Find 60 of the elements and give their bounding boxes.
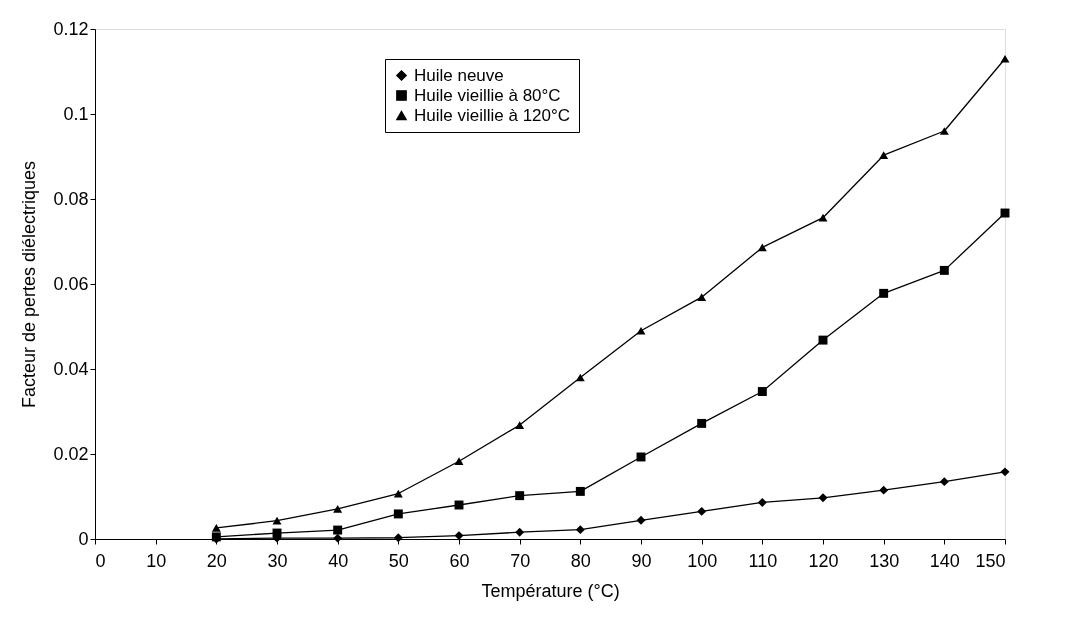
point [333,525,343,535]
legend-label: Huile vieillie à 80°C [414,85,561,105]
x-tick-label: 40 [328,550,349,571]
point [636,326,646,335]
point [636,515,646,525]
point [757,387,767,396]
x-tick-label: 0 [95,550,106,571]
point [575,486,585,496]
x-tick-label: 130 [869,550,900,571]
x-tick-label: 60 [449,550,470,571]
point [575,525,585,535]
x-tick-label: 120 [808,550,839,571]
point [818,213,828,222]
point [757,243,767,252]
y-tick-label: 0.12 [53,18,89,39]
y-tick-label: 0.1 [63,103,89,124]
point [697,418,707,428]
y-tick-label: 0.08 [53,188,89,209]
y-tick-label: 0.02 [53,443,89,464]
point [697,293,707,302]
x-tick-label: 90 [631,550,652,571]
y-tick-label: 0.04 [53,358,89,379]
x-axis-title: Température (°C) [481,580,620,601]
x-tick-label: 70 [510,550,531,571]
x-tick-label: 20 [206,550,227,571]
legend-label: Huile vieillie à 120°C [414,105,571,125]
point [393,533,403,543]
point [515,421,525,429]
x-tick-label: 140 [929,550,960,571]
point [515,527,525,537]
x-tick-label: 80 [570,550,591,571]
point [818,493,828,503]
y-axis-title: Facteur de pertes diélectriques [19,160,40,409]
x-tick-label: 30 [267,550,288,571]
point [454,457,464,466]
y-tick-label: 0 [78,528,89,549]
point [333,533,343,543]
point [1000,54,1010,63]
point [757,497,767,507]
point [333,504,343,513]
y-tick-label: 0.06 [53,273,89,294]
point [515,491,525,501]
x-tick-label: 150 [975,550,1006,571]
x-tick-label: 100 [687,550,718,571]
point [939,477,949,487]
point [1000,467,1010,477]
x-tick-label: 50 [388,550,409,571]
point [879,151,889,160]
point [879,485,889,495]
x-tick-label: 110 [748,550,778,571]
point [393,509,403,519]
point [939,127,949,135]
point [818,335,828,345]
point [211,524,221,532]
point [697,506,707,516]
point [939,265,949,275]
point [272,516,282,525]
point [879,288,889,298]
x-tick-label: 10 [146,550,167,571]
legend-label: Huile neuve [414,65,504,85]
